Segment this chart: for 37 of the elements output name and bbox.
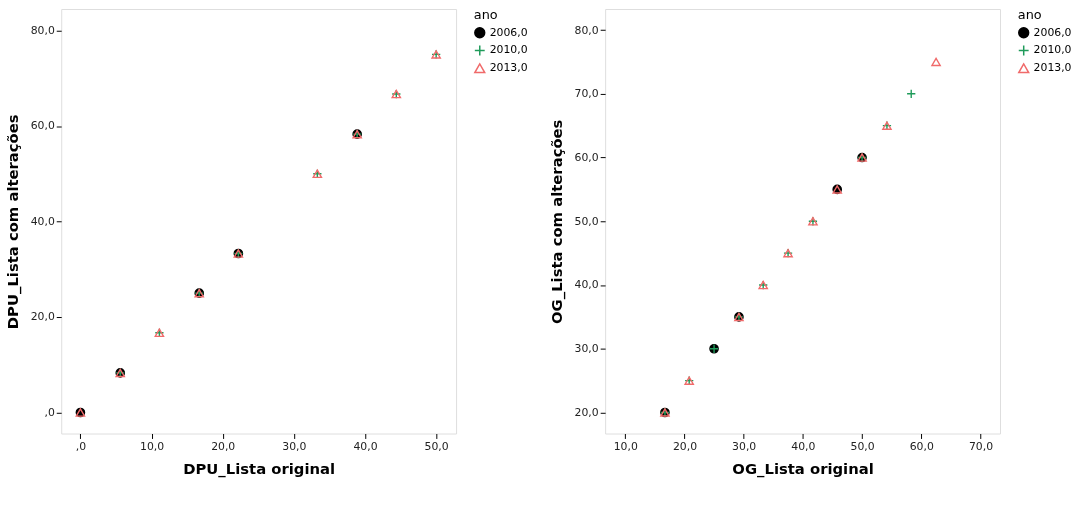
y-tick-label: 20,0 bbox=[30, 310, 55, 324]
y-axis-title: OG_Lista com alterações bbox=[547, 119, 566, 324]
x-tick-label: 70,0 bbox=[968, 439, 994, 453]
x-tick-label: 20,0 bbox=[672, 439, 698, 453]
y-tick-label: 50,0 bbox=[574, 214, 599, 228]
y-tick-label: 40,0 bbox=[574, 278, 599, 292]
y-tick-label: 80,0 bbox=[30, 23, 55, 37]
legend-title: ano bbox=[1017, 6, 1042, 22]
y-tick-label: 80,0 bbox=[574, 23, 599, 37]
legend-label: 2006,0 bbox=[489, 25, 528, 39]
x-tick-label: ,0 bbox=[75, 439, 87, 453]
x-tick-label: 10,0 bbox=[613, 439, 638, 453]
y-tick-label: 60,0 bbox=[574, 150, 599, 164]
x-tick-label: 50,0 bbox=[424, 439, 449, 453]
x-tick-label: 20,0 bbox=[211, 439, 236, 453]
legend-label: 2013,0 bbox=[489, 61, 528, 75]
x-tick-label: 30,0 bbox=[732, 439, 757, 453]
legend-title: ano bbox=[473, 6, 498, 22]
x-tick-label: 40,0 bbox=[353, 439, 378, 453]
legend-label: 2010,0 bbox=[1033, 43, 1072, 57]
y-axis-title: DPU_Lista com alterações bbox=[3, 114, 22, 330]
legend-label: 2013,0 bbox=[1033, 61, 1072, 75]
y-tick-label: ,0 bbox=[44, 405, 55, 419]
y-tick-label: 60,0 bbox=[30, 119, 55, 133]
x-tick-label: 10,0 bbox=[139, 439, 165, 453]
y-tick-label: 70,0 bbox=[574, 87, 599, 101]
x-axis-title: OG_Lista original bbox=[732, 459, 874, 478]
x-tick-label: 30,0 bbox=[282, 439, 307, 453]
legend-label: 2010,0 bbox=[489, 43, 528, 57]
y-tick-label: 20,0 bbox=[574, 405, 599, 419]
y-tick-label: 40,0 bbox=[30, 214, 55, 228]
x-tick-label: 40,0 bbox=[791, 439, 816, 453]
x-tick-label: 50,0 bbox=[850, 439, 875, 453]
x-axis-title: DPU_Lista original bbox=[183, 459, 336, 478]
x-tick-label: 60,0 bbox=[909, 439, 934, 453]
y-tick-label: 30,0 bbox=[574, 342, 599, 356]
legend-label: 2006,0 bbox=[1033, 25, 1072, 39]
